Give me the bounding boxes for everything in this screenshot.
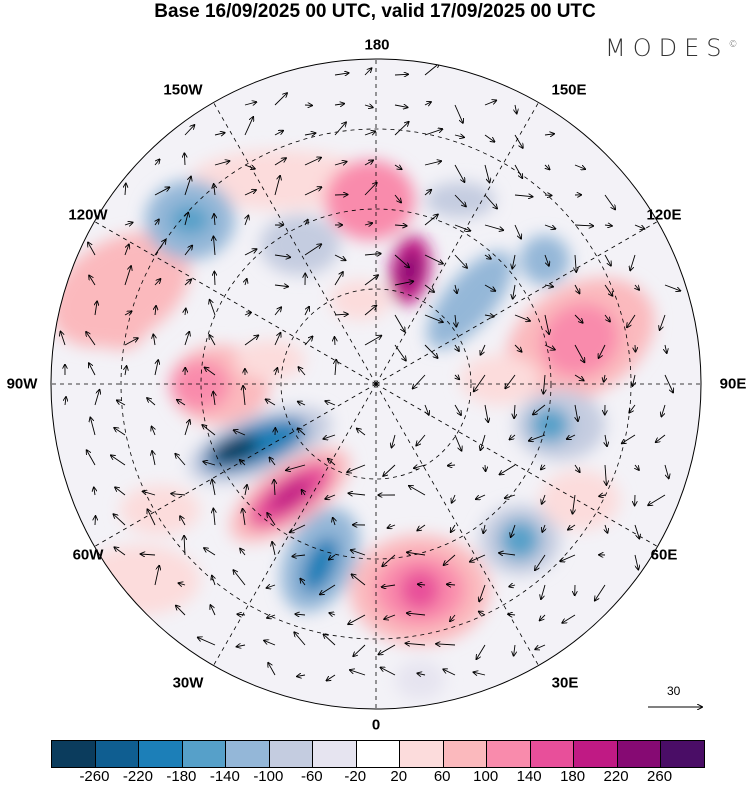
colorbar-swatch (313, 741, 357, 767)
colorbar-swatch (444, 741, 488, 767)
colorbar-label: -220 (123, 768, 153, 785)
lon-label-30e: 30E (552, 675, 579, 692)
colorbar-swatch (139, 741, 183, 767)
colorbar-label: 140 (517, 768, 542, 785)
colorbar-swatch (531, 741, 575, 767)
reference-vector-label: 30 (667, 684, 680, 698)
colorbar-label: -100 (253, 768, 283, 785)
colorbar-label: 220 (604, 768, 629, 785)
anomaly-region (170, 360, 230, 410)
anomaly-region (330, 280, 390, 320)
colorbar-swatch (183, 741, 227, 767)
anomaly-region (90, 290, 150, 350)
wind-arrow (334, 337, 335, 345)
colorbar-label: -60 (301, 768, 323, 785)
wind-arrow (485, 465, 486, 471)
colorbar-label: 60 (434, 768, 451, 785)
lon-label-60e: 60E (651, 547, 678, 564)
anomaly-region (325, 160, 415, 240)
wind-arrow (184, 153, 185, 165)
lon-label-120w: 120W (68, 207, 107, 224)
anomaly-region (520, 235, 570, 285)
colorbar-swatch (400, 741, 444, 767)
colorbar-label: 260 (647, 768, 672, 785)
anomaly-region (400, 570, 440, 610)
colorbar-swatch (661, 741, 704, 767)
lon-label-90w: 90W (7, 376, 38, 393)
colorbar-swatch (487, 741, 531, 767)
colorbar-swatch (574, 741, 618, 767)
lon-label-150w: 150W (163, 82, 202, 99)
colorbar-swatch (96, 741, 140, 767)
lon-label-150e: 150E (551, 82, 586, 99)
colorbar-swatch (52, 741, 96, 767)
colorbar-label: -140 (210, 768, 240, 785)
colorbar-swatch (618, 741, 662, 767)
anomaly-region (260, 215, 340, 275)
colorbar-swatch (226, 741, 270, 767)
colorbar (51, 740, 705, 768)
lon-label-90e: 90E (720, 376, 747, 393)
lon-label-120e: 120E (646, 207, 681, 224)
colorbar-label: 20 (390, 768, 407, 785)
colorbar-label: -180 (166, 768, 196, 785)
anomaly-region (235, 340, 305, 380)
anomaly-region (395, 660, 445, 700)
lon-label-0: 0 (372, 717, 380, 734)
colorbar-label: -20 (344, 768, 366, 785)
anomaly-region (540, 470, 620, 530)
colorbar-label: 180 (560, 768, 585, 785)
colorbar-swatch (270, 741, 314, 767)
lon-label-30w: 30W (173, 675, 204, 692)
colorbar-swatch (357, 741, 401, 767)
lon-label-60w: 60W (73, 547, 104, 564)
colorbar-label: 100 (473, 768, 498, 785)
anomaly-region (460, 355, 540, 405)
colorbar-label: -260 (79, 768, 109, 785)
lon-label-180: 180 (364, 37, 389, 54)
